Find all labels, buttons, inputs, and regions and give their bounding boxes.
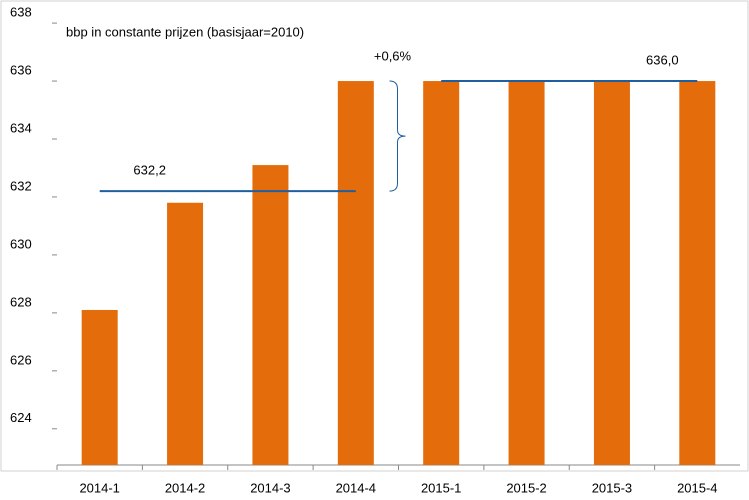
x-tick-label: 2014-1 xyxy=(79,480,119,495)
x-tick-label: 2015-1 xyxy=(421,480,461,495)
chart-title: bbp in constante prijzen (basisjaar=2010… xyxy=(66,24,304,39)
bar xyxy=(337,81,374,466)
bar xyxy=(167,202,204,465)
y-tick-label: 630 xyxy=(10,236,32,251)
bar xyxy=(593,81,630,466)
y-tick-label: 634 xyxy=(10,120,32,135)
x-tick-label: 2015-2 xyxy=(506,480,546,495)
y-tick-label: 626 xyxy=(10,352,32,367)
y-tick-label: 638 xyxy=(10,5,32,20)
y-tick-label: 636 xyxy=(10,62,32,77)
bar xyxy=(508,81,545,466)
brace xyxy=(389,80,406,192)
bar xyxy=(423,81,460,466)
bar xyxy=(679,81,716,466)
reference-label: 636,0 xyxy=(646,52,679,67)
y-tick-label: 624 xyxy=(10,410,32,425)
x-tick-label: 2015-4 xyxy=(677,480,717,495)
x-tick-label: 2014-2 xyxy=(165,480,205,495)
reference-label: 632,2 xyxy=(133,163,166,178)
x-tick-label: 2014-4 xyxy=(336,480,376,495)
chart-frame xyxy=(0,0,749,472)
bar xyxy=(81,309,118,465)
x-tick-label: 2015-3 xyxy=(592,480,632,495)
y-tick-label: 628 xyxy=(10,294,32,309)
y-tick-label: 632 xyxy=(10,178,32,193)
bar xyxy=(252,165,289,465)
change-label: +0,6% xyxy=(374,48,412,63)
x-tick-label: 2014-3 xyxy=(250,480,290,495)
